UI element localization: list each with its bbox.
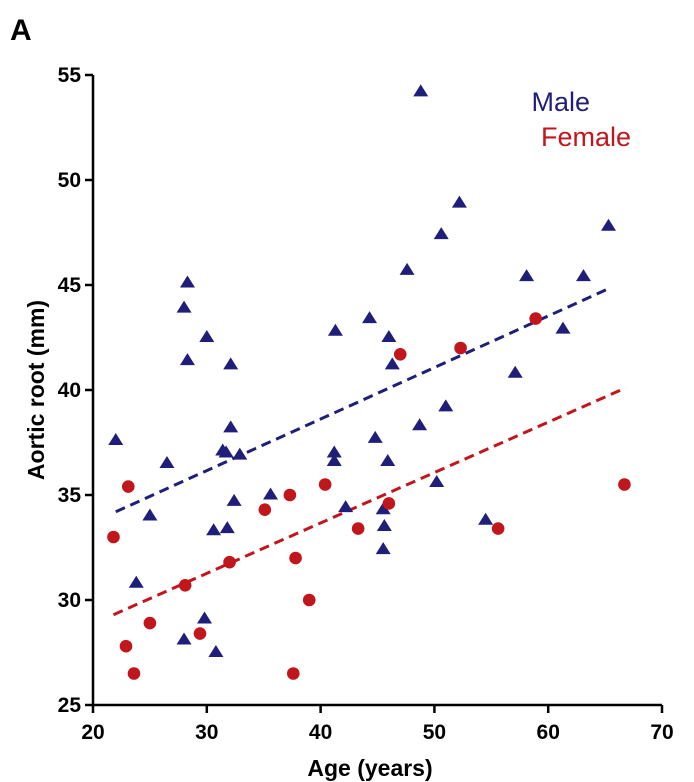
male-point: [128, 575, 144, 588]
male-point: [338, 500, 354, 513]
male-point: [413, 84, 429, 97]
male-point: [223, 420, 239, 433]
male-point: [555, 321, 571, 334]
male-point: [218, 445, 234, 458]
male-point: [206, 523, 222, 536]
male-point: [199, 330, 215, 343]
female-point: [382, 497, 396, 510]
male-point: [108, 432, 124, 445]
male-point: [263, 487, 279, 500]
male-point: [327, 323, 343, 336]
female-point: [393, 348, 407, 361]
legend-entry-female: Female: [541, 122, 631, 152]
y-tick-label: 35: [58, 484, 82, 507]
female-point: [193, 627, 207, 640]
female-point: [618, 478, 631, 491]
female-point: [143, 616, 157, 630]
male-point: [451, 195, 467, 208]
y-tick-label: 30: [58, 589, 81, 612]
male-point: [362, 311, 378, 324]
y-tick-label: 55: [58, 64, 82, 87]
trendlines: [112, 287, 627, 617]
male-point: [433, 227, 449, 240]
female-point: [178, 579, 192, 592]
male-point: [326, 445, 342, 458]
female-point: [529, 312, 542, 325]
male-point: [381, 330, 397, 343]
y-tick-label: 45: [58, 274, 82, 297]
legend: Male Female: [531, 87, 631, 152]
panel-label: A: [10, 14, 32, 47]
x-tick-label: 60: [537, 721, 560, 744]
female-point: [283, 488, 297, 502]
female-point: [223, 555, 236, 569]
male-point: [197, 611, 213, 624]
female-point: [289, 551, 302, 565]
male-point: [376, 519, 392, 532]
x-tick-label: 20: [81, 721, 104, 744]
female-point: [286, 667, 300, 680]
female-point: [351, 522, 365, 535]
female-point: [491, 522, 505, 535]
y-tick-label: 25: [58, 694, 82, 717]
male-point: [478, 512, 494, 525]
male-point: [575, 269, 591, 282]
y-tick-label: 50: [58, 169, 81, 192]
y-tick-label: 40: [58, 379, 81, 402]
male-point: [159, 456, 175, 469]
male-point: [223, 357, 239, 370]
axes: 25 30 35 40 45 50 55 20 30 40 50 60 70: [58, 64, 674, 744]
male-point: [399, 262, 415, 275]
female-point: [121, 480, 135, 493]
male-point: [519, 269, 535, 282]
x-tick-label: 40: [309, 721, 332, 744]
x-tick-label: 50: [423, 721, 446, 744]
female-point: [258, 503, 272, 516]
male-point: [380, 453, 396, 466]
y-axis-title: Aortic root (mm): [23, 300, 49, 480]
male-point: [226, 493, 242, 506]
male-point: [429, 474, 445, 487]
male-point: [384, 357, 400, 370]
male-point: [179, 353, 195, 366]
male-point: [367, 430, 383, 443]
male-point: [219, 521, 235, 534]
male-point: [412, 418, 428, 431]
female-point: [119, 639, 133, 653]
male-trendline: [115, 287, 608, 514]
male-point: [507, 365, 523, 378]
male-point: [326, 453, 342, 466]
female-point: [454, 341, 467, 355]
male-point: [208, 645, 224, 658]
male-point: [601, 218, 617, 231]
male-point: [232, 447, 248, 460]
male-point: [375, 542, 391, 555]
male-point: [179, 275, 195, 288]
male-point: [438, 399, 454, 412]
male-point: [176, 300, 192, 313]
female-point: [127, 667, 141, 680]
legend-entry-male: Male: [531, 87, 590, 117]
male-point: [142, 508, 158, 521]
female-point: [318, 478, 332, 491]
male-point: [375, 502, 391, 515]
x-tick-label: 30: [195, 721, 218, 744]
female-point: [107, 530, 120, 544]
x-tick-label: 70: [650, 721, 673, 744]
female-trendline: [112, 386, 627, 617]
female-point: [302, 593, 316, 607]
x-axis-title: Age (years): [307, 755, 432, 781]
male-point: [176, 632, 192, 645]
data-markers: [107, 84, 631, 680]
